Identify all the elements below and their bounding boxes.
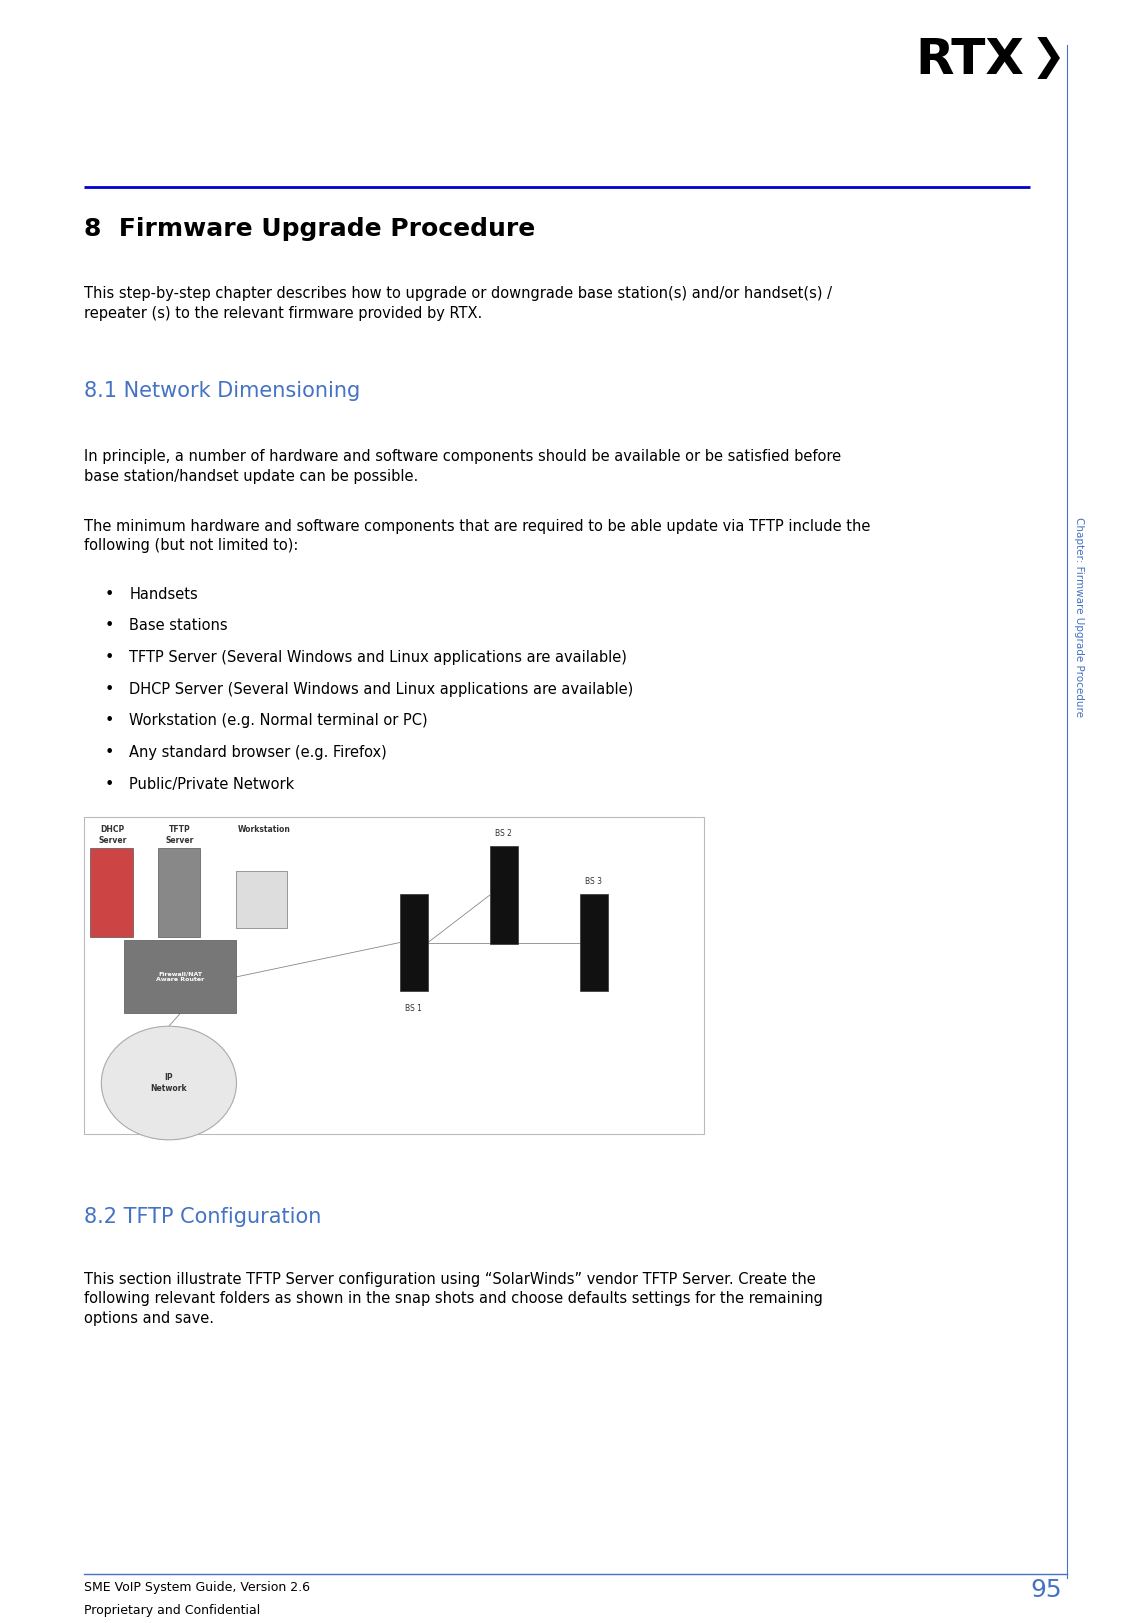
Text: This step-by-step chapter describes how to upgrade or downgrade base station(s) : This step-by-step chapter describes how … xyxy=(84,287,832,321)
Text: Firewall/NAT
Aware Router: Firewall/NAT Aware Router xyxy=(157,972,204,982)
Text: BS 2: BS 2 xyxy=(495,829,511,839)
Text: BS 1: BS 1 xyxy=(405,1005,421,1013)
Text: This section illustrate TFTP Server configuration using “SolarWinds” vendor TFTP: This section illustrate TFTP Server conf… xyxy=(84,1272,823,1326)
Text: The minimum hardware and software components that are required to be able update: The minimum hardware and software compon… xyxy=(84,519,870,553)
FancyBboxPatch shape xyxy=(90,849,133,938)
FancyBboxPatch shape xyxy=(490,847,518,945)
Text: IP
Network: IP Network xyxy=(151,1073,187,1092)
FancyBboxPatch shape xyxy=(400,894,428,992)
FancyBboxPatch shape xyxy=(84,818,704,1134)
FancyBboxPatch shape xyxy=(124,940,236,1013)
Text: TFTP Server (Several Windows and Linux applications are available): TFTP Server (Several Windows and Linux a… xyxy=(129,651,627,665)
Text: DHCP
Server: DHCP Server xyxy=(98,826,127,844)
Text: •: • xyxy=(105,588,114,602)
Text: Proprietary and Confidential: Proprietary and Confidential xyxy=(84,1604,261,1617)
Text: Any standard browser (e.g. Firefox): Any standard browser (e.g. Firefox) xyxy=(129,745,387,760)
FancyBboxPatch shape xyxy=(236,872,287,928)
Text: Workstation: Workstation xyxy=(239,826,291,834)
Text: Base stations: Base stations xyxy=(129,618,229,633)
Text: DHCP Server (Several Windows and Linux applications are available): DHCP Server (Several Windows and Linux a… xyxy=(129,682,634,696)
Text: Public/Private Network: Public/Private Network xyxy=(129,777,295,792)
Text: Chapter: Firmware Upgrade Procedure: Chapter: Firmware Upgrade Procedure xyxy=(1074,516,1083,717)
Text: 8.2 TFTP Configuration: 8.2 TFTP Configuration xyxy=(84,1208,322,1227)
FancyBboxPatch shape xyxy=(580,894,608,992)
Text: 95: 95 xyxy=(1030,1578,1062,1602)
Text: Workstation (e.g. Normal terminal or PC): Workstation (e.g. Normal terminal or PC) xyxy=(129,714,428,729)
Text: •: • xyxy=(105,682,114,696)
Text: BS 3: BS 3 xyxy=(584,876,602,886)
Text: 8.1 Network Dimensioning: 8.1 Network Dimensioning xyxy=(84,381,360,401)
FancyBboxPatch shape xyxy=(158,849,200,938)
Text: In principle, a number of hardware and software components should be available o: In principle, a number of hardware and s… xyxy=(84,450,841,484)
Text: •: • xyxy=(105,618,114,633)
Text: 8  Firmware Upgrade Procedure: 8 Firmware Upgrade Procedure xyxy=(84,217,536,240)
Text: •: • xyxy=(105,777,114,792)
Text: Handsets: Handsets xyxy=(129,588,198,602)
Text: SME VoIP System Guide, Version 2.6: SME VoIP System Guide, Version 2.6 xyxy=(84,1581,311,1594)
Text: •: • xyxy=(105,714,114,729)
Text: •: • xyxy=(105,745,114,760)
Text: RTX: RTX xyxy=(915,36,1025,84)
Ellipse shape xyxy=(101,1026,236,1139)
Text: TFTP
Server: TFTP Server xyxy=(166,826,195,844)
Text: ❯: ❯ xyxy=(1030,37,1065,80)
Text: •: • xyxy=(105,651,114,665)
